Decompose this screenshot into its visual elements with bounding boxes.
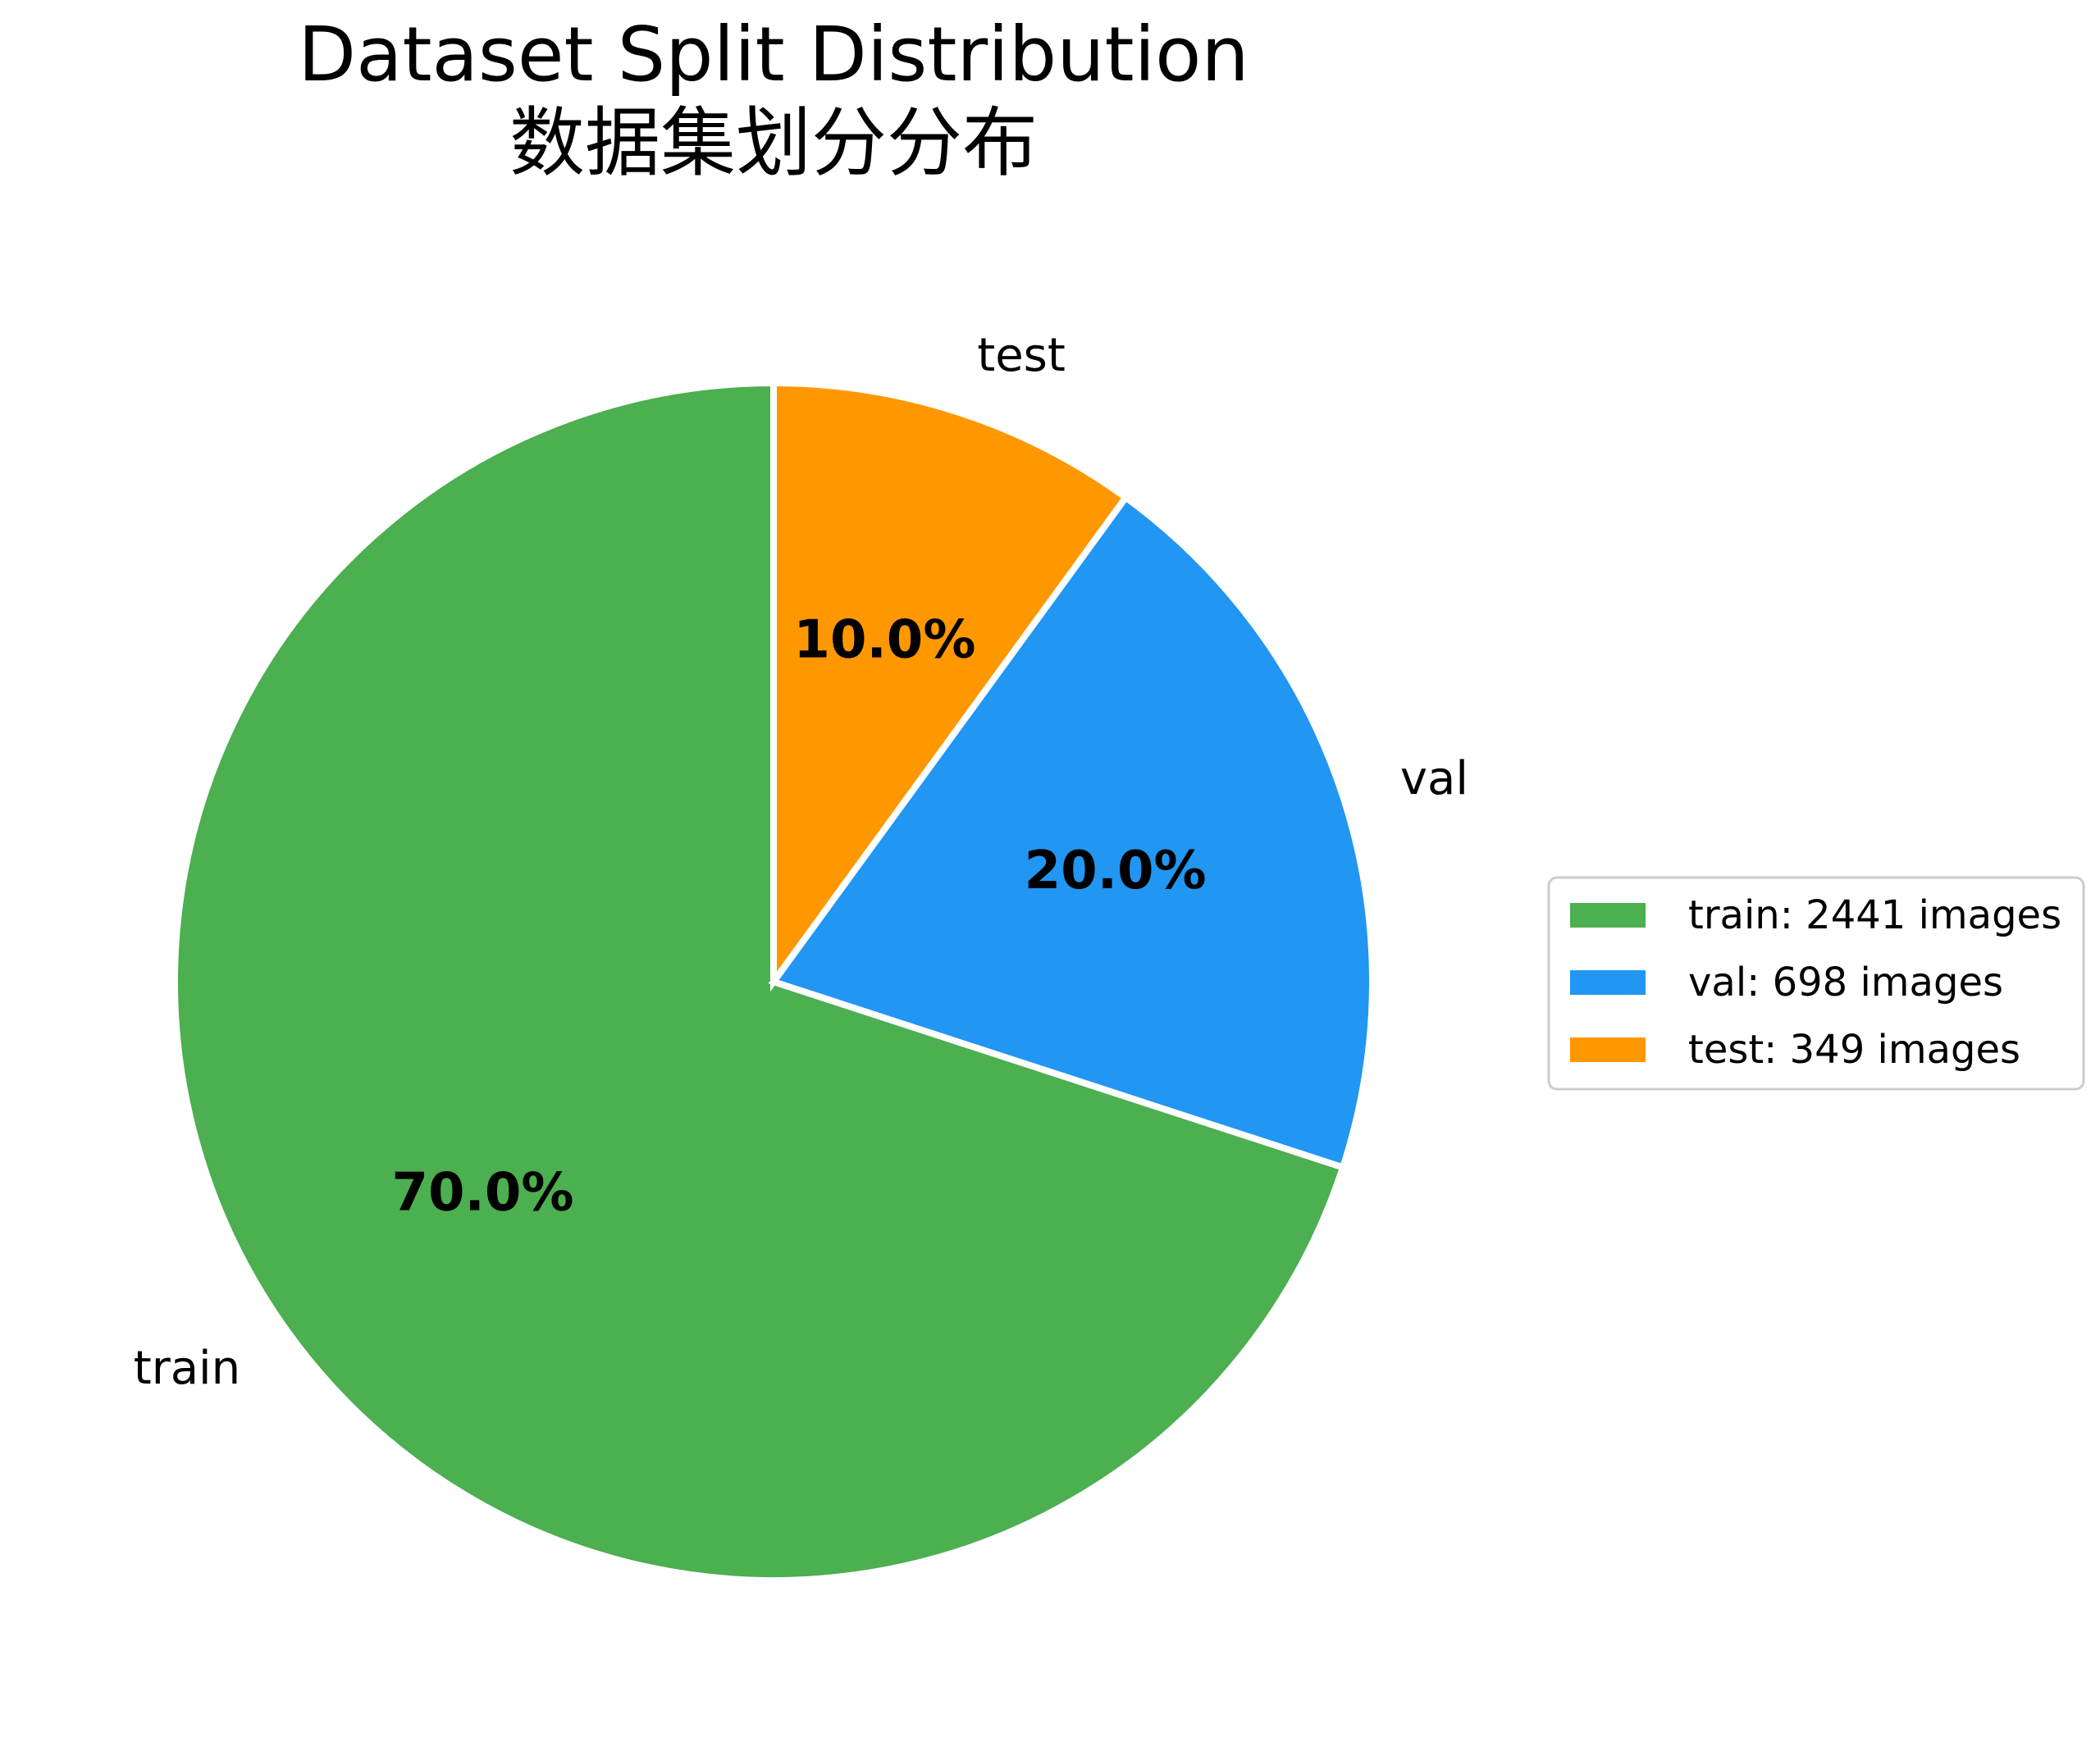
pct-label-test: 10.0% — [793, 609, 975, 670]
legend-label-val: val: 698 images — [1688, 960, 2003, 1005]
chart-subtitle: 数据集划分分布 — [509, 99, 1038, 187]
pie-slice-train — [171, 379, 1348, 1584]
legend-label-train: train: 2441 images — [1688, 892, 2061, 938]
pie-slice-val — [768, 492, 1376, 1172]
legend-label-test: test: 349 images — [1688, 1027, 2020, 1073]
pie-slice-test — [770, 379, 1130, 992]
legend-swatch-val — [1570, 970, 1646, 995]
chart-title: Dataset Split Distribution — [298, 11, 1249, 98]
pct-label-train: 70.0% — [391, 1162, 573, 1223]
pct-label-val: 20.0% — [1025, 841, 1207, 901]
slice-label-val: val — [1400, 752, 1468, 805]
slice-label-train: train — [134, 1342, 240, 1395]
pie-labels: 70.0% train 20.0% val 10.0% test — [134, 329, 1468, 1395]
legend-frame — [1547, 876, 2085, 1091]
pie-slices — [171, 379, 1376, 1584]
slice-label-test: test — [977, 329, 1066, 382]
legend: train: 2441 images val: 698 images test: 3… — [1547, 876, 2085, 1091]
legend-swatch-test — [1570, 1037, 1646, 1062]
legend-swatch-train — [1570, 903, 1646, 928]
